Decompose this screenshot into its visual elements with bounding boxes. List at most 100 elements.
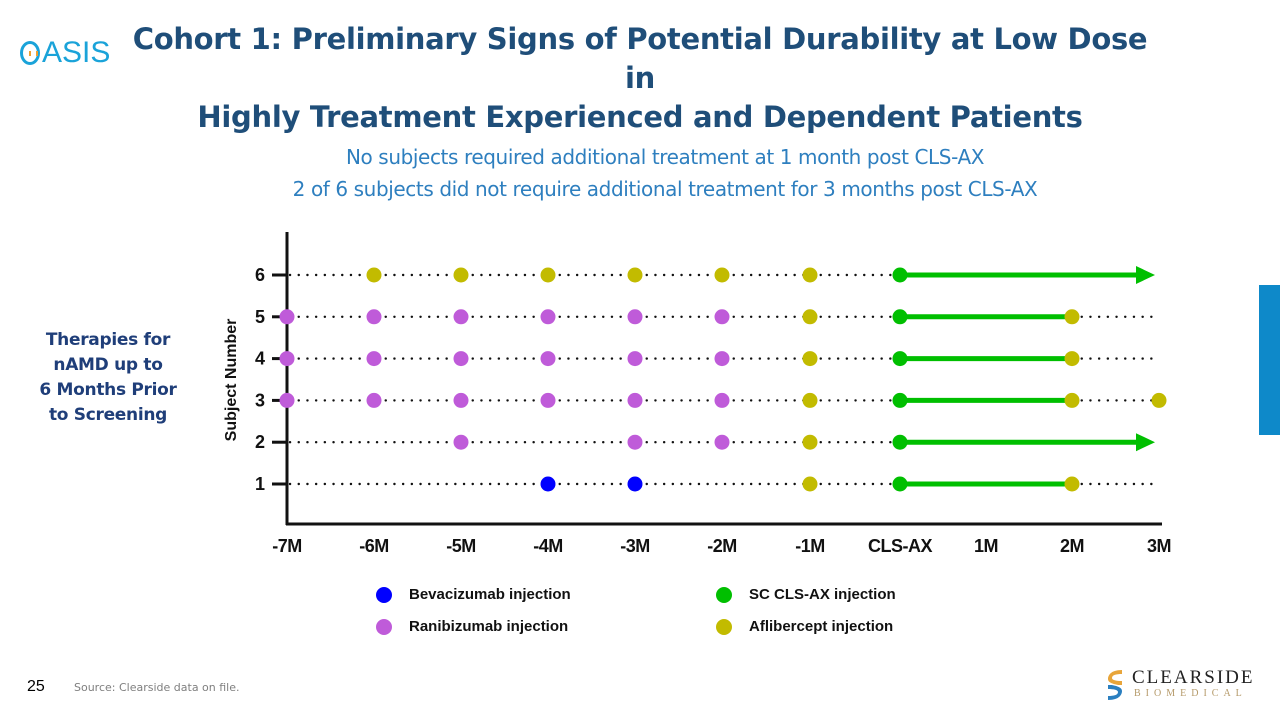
legend-label: Bevacizumab injection <box>409 586 571 603</box>
legend-dot-icon <box>716 618 732 635</box>
point-ranibizumab-subject-3 <box>540 392 556 408</box>
legend-item-ranibizumab: Ranibizumab injection <box>376 618 568 635</box>
point-ranibizumab-subject-5 <box>279 309 295 325</box>
y-tick-label: 6 <box>255 265 265 285</box>
clearside-logo: CLEARSIDE BIOMEDICAL <box>1106 664 1256 704</box>
point-ranibizumab-subject-3 <box>366 392 382 408</box>
point-aflibercept-subject-4 <box>802 351 818 367</box>
point-ranibizumab-subject-5 <box>540 309 556 325</box>
x-tick-label: -6M <box>359 536 389 556</box>
subtitle: No subjects required additional treatmen… <box>0 141 1280 205</box>
arrowhead-icon <box>1136 433 1155 452</box>
arrowhead-icon <box>1136 266 1155 284</box>
legend-dot-icon <box>716 586 732 603</box>
point-aflibercept-subject-3 <box>802 392 818 408</box>
point-aflibercept-subject-1 <box>1064 476 1080 492</box>
page-title: Cohort 1: Preliminary Signs of Potential… <box>120 20 1160 137</box>
point-aflibercept-subject-3 <box>1064 392 1080 408</box>
point-bevacizumab-subject-1 <box>540 476 556 492</box>
x-tick-label: -7M <box>272 536 302 556</box>
y-tick-label: 4 <box>255 349 265 369</box>
legend-dot-icon <box>376 618 392 635</box>
point-ranibizumab-subject-2 <box>714 434 730 450</box>
point-cls_ax-subject-5 <box>892 309 908 325</box>
legend-item-aflibercept: Aflibercept injection <box>716 618 893 635</box>
point-aflibercept-subject-6 <box>366 267 382 283</box>
point-aflibercept-subject-3 <box>1151 392 1167 408</box>
point-aflibercept-subject-6 <box>453 267 469 283</box>
y-tick-label: 3 <box>255 390 265 410</box>
clearside-logo-mark-icon <box>1108 670 1122 700</box>
point-ranibizumab-subject-4 <box>366 351 382 367</box>
point-ranibizumab-subject-5 <box>714 309 730 325</box>
point-ranibizumab-subject-4 <box>627 351 643 367</box>
data-points <box>279 267 1167 492</box>
oasis-logo: ASIS <box>20 36 110 70</box>
legend-item-cls_ax: SC CLS-AX injection <box>716 586 896 603</box>
title-line-2: Highly Treatment Experienced and Depende… <box>197 100 1083 134</box>
grid-dotted-lines <box>288 273 1162 486</box>
point-cls_ax-subject-1 <box>892 476 908 492</box>
x-tick-label: -3M <box>620 536 650 556</box>
oasis-logo-mark-icon <box>20 41 40 65</box>
point-cls_ax-subject-6 <box>892 267 908 283</box>
legend-label: Aflibercept injection <box>749 618 894 635</box>
point-ranibizumab-subject-2 <box>627 434 643 450</box>
point-aflibercept-subject-5 <box>802 309 818 325</box>
point-ranibizumab-subject-2 <box>453 434 469 450</box>
point-aflibercept-subject-6 <box>627 267 643 283</box>
point-ranibizumab-subject-4 <box>453 351 469 367</box>
point-ranibizumab-subject-3 <box>714 392 730 408</box>
x-tick-label: -2M <box>707 536 737 556</box>
subtitle-line-1: No subjects required additional treatmen… <box>345 145 985 169</box>
tick-labels: 1 2 3 4 5 6 -7M -6M -5M -4M -3M -2M -1M CLS-AX 1M 2M 3M <box>255 265 1172 556</box>
x-tick-label: 2M <box>1060 536 1084 556</box>
point-cls_ax-subject-4 <box>892 351 908 367</box>
side-tab <box>1259 285 1280 435</box>
point-aflibercept-subject-2 <box>802 434 818 450</box>
x-tick-label: 3M <box>1147 536 1171 556</box>
subtitle-line-2: 2 of 6 subjects did not require addition… <box>292 177 1038 201</box>
point-aflibercept-subject-4 <box>1064 351 1080 367</box>
side-label-line: 6 Months Prior <box>39 380 177 400</box>
point-ranibizumab-subject-4 <box>279 351 295 367</box>
point-aflibercept-subject-6 <box>540 267 556 283</box>
legend-item-bevacizumab: Bevacizumab injection <box>376 586 571 603</box>
side-label-line: to Screening <box>48 405 168 425</box>
slide-number: 25 <box>27 678 45 695</box>
x-tick-label: -1M <box>795 536 825 556</box>
legend-dot-icon <box>376 586 392 603</box>
point-ranibizumab-subject-5 <box>453 309 469 325</box>
x-tick-label: -4M <box>533 536 563 556</box>
clearside-name: CLEARSIDE <box>1132 667 1255 688</box>
point-aflibercept-subject-1 <box>802 476 818 492</box>
point-ranibizumab-subject-4 <box>714 351 730 367</box>
point-ranibizumab-subject-5 <box>627 309 643 325</box>
oasis-logo-text: ASIS <box>42 36 111 69</box>
point-ranibizumab-subject-3 <box>279 392 295 408</box>
x-tick-label: 1M <box>974 536 998 556</box>
point-cls_ax-subject-2 <box>892 434 908 450</box>
point-cls_ax-subject-3 <box>892 392 908 408</box>
side-label-line: Therapies for <box>45 330 171 350</box>
point-ranibizumab-subject-3 <box>453 392 469 408</box>
clearside-sub: BIOMEDICAL <box>1134 688 1247 699</box>
point-ranibizumab-subject-5 <box>366 309 382 325</box>
y-axis-label: Subject Number <box>223 319 240 442</box>
point-aflibercept-subject-6 <box>802 267 818 283</box>
point-bevacizumab-subject-1 <box>627 476 643 492</box>
y-tick-label: 1 <box>255 474 265 494</box>
legend-label: Ranibizumab injection <box>409 618 569 635</box>
side-label: Therapies for nAMD up to 6 Months Prior … <box>14 328 202 428</box>
side-label-line: nAMD up to <box>53 355 163 375</box>
durability-lines <box>900 266 1155 487</box>
x-tick-label: CLS-AX <box>868 536 932 556</box>
x-tick-label: -5M <box>446 536 476 556</box>
point-ranibizumab-subject-3 <box>627 392 643 408</box>
title-line-1: Cohort 1: Preliminary Signs of Potential… <box>132 22 1148 95</box>
point-ranibizumab-subject-4 <box>540 351 556 367</box>
legend-label: SC CLS-AX injection <box>749 586 896 603</box>
source-note: Source: Clearside data on file. <box>74 681 240 694</box>
point-aflibercept-subject-5 <box>1064 309 1080 325</box>
